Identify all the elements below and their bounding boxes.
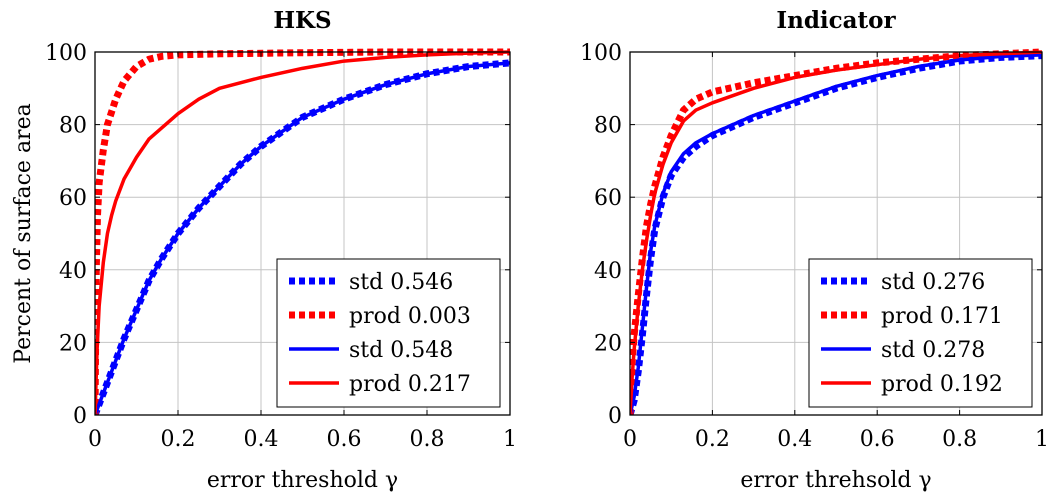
- legend-entry: std 0.546: [349, 270, 453, 295]
- x-tick-label: 0.2: [161, 427, 196, 452]
- y-tick-label: 0: [608, 404, 622, 429]
- x-tick-label: 0: [623, 427, 637, 452]
- chart-title: HKS: [273, 7, 331, 34]
- series-line-std-0-276: [630, 52, 1043, 415]
- y-tick-label: 40: [59, 259, 87, 284]
- legend-entry: prod 0.192: [881, 372, 1003, 397]
- series-line-std-0-548: [95, 61, 511, 415]
- legend-entry: std 0.278: [881, 338, 985, 363]
- legend-entry: prod 0.171: [881, 304, 1003, 329]
- chart-panel-indicator: 0 0.2 0.4 0.6 0.8 1 0 20 40 60 80 100 Indicator error…: [580, 7, 1047, 493]
- chart-panel-hks: 0 0.2 0.4 0.6 0.8 1 0 20 40 60 80 100 HKS error thres…: [11, 7, 517, 493]
- y-tick-label: 80: [594, 114, 622, 139]
- y-tick-label: 20: [59, 331, 87, 356]
- x-tick-label: 0.6: [860, 427, 895, 452]
- series-line-prod-0-192: [630, 50, 1043, 415]
- legend-entry: std 0.276: [881, 270, 985, 295]
- x-tick-label: 0.4: [244, 427, 279, 452]
- x-tick-label: 0.8: [410, 427, 445, 452]
- y-tick-label: 80: [59, 114, 87, 139]
- chart-title: Indicator: [776, 7, 896, 34]
- legend-entry: prod 0.217: [349, 372, 471, 397]
- y-tick-label: 100: [45, 41, 87, 66]
- y-tick-label: 60: [594, 186, 622, 211]
- axes-frame: [94, 51, 511, 416]
- x-tick-label: 0.4: [777, 427, 812, 452]
- legend-entry: prod 0.003: [349, 304, 471, 329]
- legend: std 0.276 prod 0.171 std 0.278 prod 0.192: [808, 258, 1033, 408]
- x-axis-label: error threhsold γ: [740, 468, 931, 493]
- series-line-std-0-278: [630, 53, 1043, 415]
- y-tick-label: 0: [73, 404, 87, 429]
- axes-frame: [629, 51, 1043, 416]
- series-line-prod-0-217: [95, 50, 511, 415]
- x-tick-label: 1: [503, 427, 517, 452]
- series-group: [630, 48, 1043, 415]
- legend: std 0.546 prod 0.003 std 0.548 prod 0.217: [276, 258, 501, 408]
- y-axis-label: Percent of surface area: [11, 103, 36, 363]
- y-tick-label: 20: [594, 331, 622, 356]
- x-axis-label: error threshold γ: [207, 468, 398, 493]
- y-tick-label: 100: [580, 41, 622, 66]
- x-tick-label: 1: [1035, 427, 1047, 452]
- legend-entry: std 0.548: [349, 338, 453, 363]
- y-tick-label: 40: [594, 259, 622, 284]
- y-tick-label: 60: [59, 186, 87, 211]
- x-tick-label: 0.2: [695, 427, 730, 452]
- x-tick-label: 0.8: [942, 427, 977, 452]
- x-tick-label: 0.6: [327, 427, 362, 452]
- x-tick-label: 0: [88, 427, 102, 452]
